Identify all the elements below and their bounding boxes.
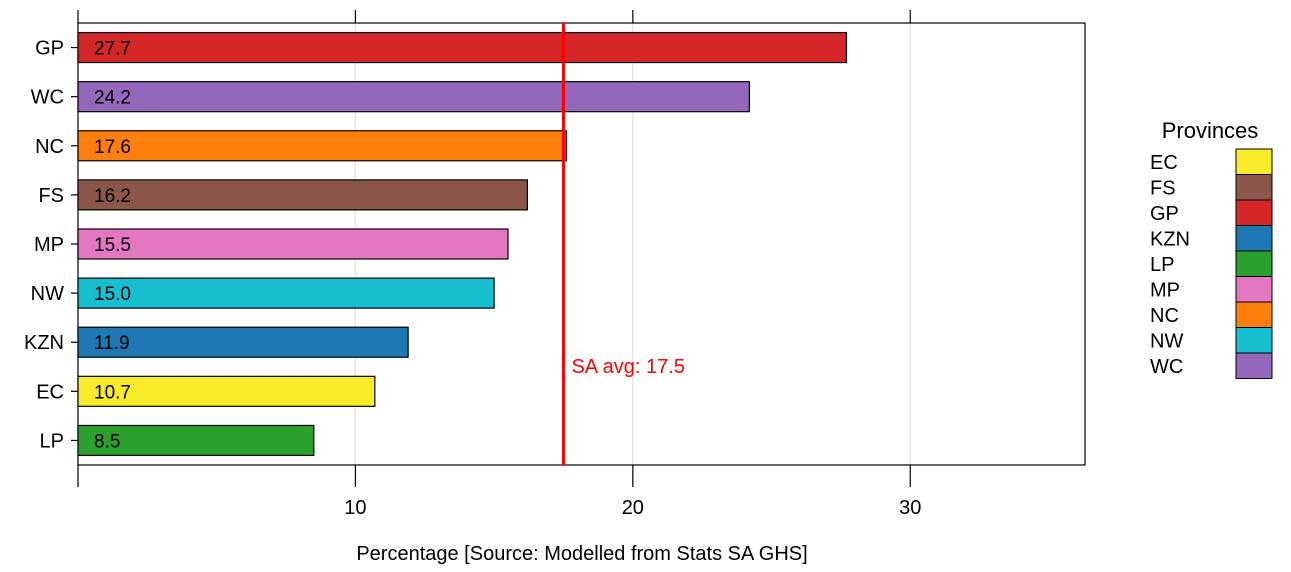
bar-value-label-FS: 16.2: [94, 186, 131, 207]
legend-label-WC: WC: [1150, 356, 1183, 378]
x-axis-label: Percentage [Source: Modelled from Stats …: [356, 543, 807, 565]
axes: GP WC NC FS MP NW KZN EC LP 10 20 30: [24, 10, 921, 519]
y-tick-label-LP: LP: [40, 430, 64, 452]
y-tick-label-WC: WC: [31, 87, 64, 109]
legend-label-MP: MP: [1150, 280, 1180, 302]
legend-label-EC: EC: [1150, 152, 1178, 174]
legend-label-NC: NC: [1150, 305, 1179, 327]
bar-value-label-GP: 27.7: [94, 39, 131, 60]
x-tick-label-30: 30: [899, 497, 921, 519]
legend-swatch-EC: [1235, 148, 1273, 175]
legend-swatch-WC: [1235, 352, 1273, 379]
y-tick-label-GP: GP: [35, 38, 64, 60]
bar-MP: [77, 228, 509, 260]
x-tick-label-20: 20: [622, 497, 644, 519]
bar-EC: [77, 375, 376, 407]
bar-KZN: [77, 326, 409, 358]
bar-value-label-NC: 17.6: [94, 137, 131, 158]
bar-FS: [77, 179, 529, 211]
legend-swatch-FS: [1235, 174, 1273, 201]
y-tick-label-FS: FS: [38, 185, 64, 207]
y-tick-label-NW: NW: [31, 283, 64, 305]
bar-value-label-EC: 10.7: [94, 382, 131, 403]
y-tick-label-NC: NC: [35, 136, 64, 158]
legend: Provinces EC FS GP KZN LP MP NC NW WC: [1150, 118, 1273, 379]
bar-value-label-KZN: 11.9: [94, 333, 130, 354]
legend-label-GP: GP: [1150, 203, 1179, 225]
x-tick-label-10: 10: [344, 497, 366, 519]
legend-swatch-KZN: [1235, 225, 1273, 252]
bar-GP: [77, 31, 848, 64]
legend-title: Provinces: [1162, 118, 1259, 143]
bar-value-label-NW: 15.0: [94, 284, 131, 305]
legend-swatch-NW: [1235, 327, 1273, 354]
legend-label-LP: LP: [1150, 254, 1174, 276]
bar-WC: [77, 81, 750, 113]
bar-LP: [77, 424, 315, 457]
y-tick-label-EC: EC: [36, 381, 64, 403]
bar-value-label-LP: 8.5: [94, 431, 120, 452]
legend-swatch-NC: [1235, 301, 1273, 328]
bar-NC: [77, 130, 567, 162]
bar-NW: [77, 277, 495, 309]
y-tick-label-MP: MP: [34, 234, 64, 256]
legend-swatch-MP: [1235, 276, 1273, 303]
bars: 27.7 24.2 17.6 16.2 15.5 15.0 11.9 10.7 8.5: [77, 31, 848, 457]
reference-line-group: SA avg: 17.5: [561, 23, 685, 465]
reference-line-label: SA avg: 17.5: [571, 356, 684, 378]
legend-label-KZN: KZN: [1150, 229, 1190, 251]
legend-swatch-LP: [1235, 250, 1273, 277]
legend-swatch-GP: [1235, 199, 1273, 226]
legend-label-FS: FS: [1150, 178, 1176, 200]
y-tick-label-KZN: KZN: [24, 332, 64, 354]
bar-value-label-WC: 24.2: [94, 88, 131, 109]
legend-label-NW: NW: [1150, 331, 1183, 353]
bar-value-label-MP: 15.5: [94, 235, 131, 256]
